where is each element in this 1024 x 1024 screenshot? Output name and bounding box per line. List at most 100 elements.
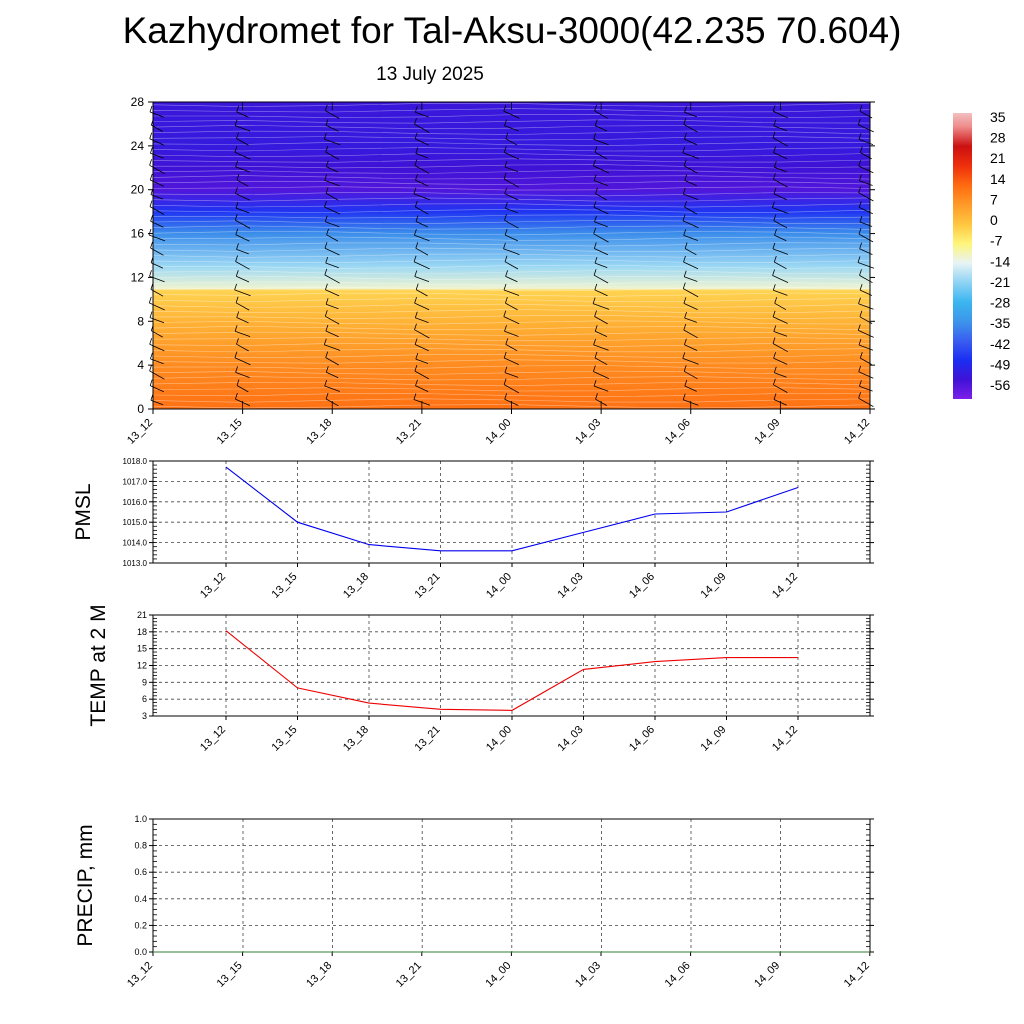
wind-barb	[415, 385, 429, 392]
y-tick-label: 1.0	[134, 814, 147, 824]
colorbar-label: -56	[990, 377, 1010, 393]
wind-barb-flag	[324, 379, 328, 387]
wind-barb-flag	[236, 173, 240, 181]
x-tick-label: 14_06	[663, 960, 693, 990]
x-tick-label: 13_12	[125, 417, 155, 447]
wind-barb	[235, 302, 250, 311]
y-tick-label: 6	[142, 694, 147, 704]
wind-barb	[149, 370, 165, 380]
wind-barb	[325, 330, 339, 338]
wind-barb	[772, 137, 788, 147]
wind-barb-flag	[149, 270, 152, 277]
contour-line	[153, 242, 870, 247]
colorbar-label: -28	[990, 295, 1010, 311]
wind-barb	[236, 275, 250, 283]
wind-barb	[235, 166, 250, 173]
x-tick-label: 13_12	[125, 960, 155, 990]
contour-line	[153, 376, 870, 381]
wind-barb	[683, 193, 699, 200]
wind-barb	[683, 124, 698, 133]
colorbar-label: -14	[990, 253, 1010, 269]
wind-barb-flag	[149, 379, 153, 386]
minor-ticks	[153, 464, 870, 564]
x-tick-label: 14_06	[663, 417, 693, 447]
y-tick-label: 1015.0	[123, 518, 148, 527]
wind-barb-flag	[235, 228, 239, 235]
wind-barb	[504, 372, 519, 378]
wind-barb-flag	[505, 338, 509, 345]
contour-line	[153, 175, 870, 180]
wind-barb-flag	[234, 146, 238, 153]
wind-barb	[236, 317, 249, 324]
wind-barb-flag	[593, 379, 597, 387]
wind-barb	[504, 125, 519, 132]
colorbar-label: -7	[990, 233, 1003, 249]
contour-line	[153, 359, 870, 364]
wind-barb-flag	[150, 241, 153, 249]
x-tick-label: 14_09	[752, 417, 782, 447]
wind-barb-flag	[594, 215, 597, 223]
wind-barb	[774, 234, 787, 242]
colorbar: 35 28 21 14 7 0 -7 -14 -21 -28 -35 -42 -49 -56	[953, 109, 1010, 399]
wind-barb-flag	[858, 201, 862, 208]
wind-barb-flag	[414, 159, 418, 166]
wind-barb	[324, 138, 341, 146]
wind-barb-flag	[325, 324, 329, 332]
wind-barb-flag	[773, 352, 776, 359]
contour-line	[153, 253, 870, 258]
wind-barb-flag	[684, 242, 688, 249]
wind-barb-flag	[235, 270, 239, 277]
wind-barb-flag	[859, 269, 862, 276]
wind-barb-flag	[234, 213, 238, 221]
wind-barb-flag	[683, 323, 687, 331]
wind-barb	[503, 178, 520, 188]
wind-barb	[415, 179, 429, 187]
wind-barb-flag	[858, 365, 862, 372]
wind-barb	[684, 370, 698, 380]
colorbar-label: -42	[990, 336, 1010, 352]
wind-barb-flag	[235, 392, 238, 400]
wind-barb-flag	[415, 352, 419, 360]
wind-barb	[149, 111, 165, 118]
x-tick-label: 14_12	[842, 417, 872, 447]
wind-barb	[325, 125, 339, 132]
wind-barb-flag	[684, 311, 687, 319]
wind-barb	[858, 303, 874, 310]
wind-barb	[593, 385, 609, 392]
wind-barb	[236, 249, 249, 255]
contour-line	[153, 130, 870, 135]
wind-barb	[415, 317, 429, 323]
wind-barb	[324, 180, 340, 187]
wind-barb-flag	[683, 297, 687, 304]
date-subtitle: 13 July 2025	[376, 64, 484, 85]
wind-barb-flag	[414, 200, 418, 208]
wind-barb-flag	[414, 118, 417, 125]
x-tick-label: 14_03	[556, 571, 586, 601]
wind-barb	[595, 125, 608, 132]
x-tick-label: 13_18	[341, 571, 371, 601]
contour-line	[153, 286, 870, 291]
wind-barb-flag	[773, 393, 777, 400]
wind-barb-flag	[859, 242, 862, 249]
wind-barb-flag	[415, 242, 419, 249]
wind-barb-flag	[503, 283, 507, 291]
y-tick-label: 0.4	[134, 894, 147, 904]
wind-barb-flag	[593, 242, 597, 249]
wind-barb-flag	[858, 133, 862, 140]
wind-barb	[414, 344, 429, 352]
y-tick-label: 12	[131, 270, 145, 284]
x-tick-label: 14_09	[699, 724, 729, 754]
wind-barb-flag	[149, 159, 152, 166]
wind-barb-flag	[503, 146, 507, 153]
wind-barb	[683, 329, 698, 339]
wind-barb-flag	[324, 242, 328, 249]
wind-barb	[236, 343, 249, 352]
wind-barb	[325, 262, 339, 269]
wind-barb	[684, 180, 697, 187]
wind-barb-flag	[772, 105, 776, 112]
wind-barb	[504, 152, 519, 160]
wind-barb	[774, 372, 787, 378]
wind-barb	[235, 261, 250, 270]
contour-line	[153, 203, 870, 208]
wind-barb	[683, 303, 698, 310]
